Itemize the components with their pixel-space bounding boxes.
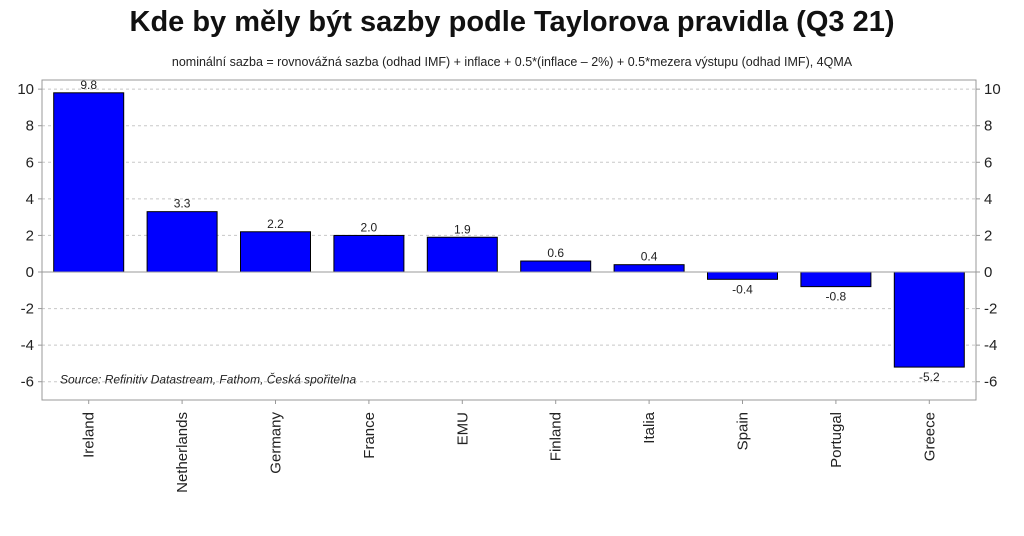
y-tick-label-right: 6	[984, 154, 992, 171]
y-tick-label-right: 4	[984, 191, 992, 208]
data-label: 9.8	[80, 78, 97, 92]
x-category-label: Ireland	[81, 412, 98, 458]
y-axis-right: 10 8 6 4 2 0 -2 -4 -6	[976, 81, 1001, 391]
y-tick-label-right: -4	[984, 337, 997, 354]
y-tick-label-right: 8	[984, 118, 992, 135]
data-labels: 9.8 3.3 2.2 2.0 1.9 0.6 0.4 -0.4 -0.8 -5.2	[80, 78, 940, 384]
chart-title: Kde by měly být sazby podle Taylorova pr…	[129, 6, 895, 38]
bar-ireland	[53, 92, 125, 273]
data-label: 2.2	[267, 217, 284, 231]
bar-france	[333, 234, 405, 273]
y-tick-label-left: 2	[26, 227, 34, 244]
y-tick-label-left: -2	[21, 301, 34, 318]
y-tick-label-right: 10	[984, 81, 1001, 98]
x-category-label: Spain	[735, 412, 752, 450]
data-label: 1.9	[454, 222, 471, 236]
bar-emu	[426, 236, 498, 273]
y-tick-label-right: -2	[984, 301, 997, 318]
x-axis-categories: Ireland Netherlands Germany France EMU Finlan…	[81, 400, 938, 493]
y-tick-label-left: -4	[21, 337, 34, 354]
x-category-label: Germany	[268, 412, 285, 474]
y-tick-label-left: 8	[26, 118, 34, 135]
x-category-label: France	[361, 412, 378, 459]
x-category-label: EMU	[454, 412, 471, 445]
data-label: -0.8	[826, 290, 847, 304]
bar-portugal	[800, 271, 872, 288]
x-category-label: Italia	[641, 411, 658, 443]
y-axis-left: 10 8 6 4 2 0 -2 -4 -6	[17, 81, 42, 391]
x-category-label: Portugal	[828, 412, 845, 468]
y-tick-label-left: 0	[26, 264, 34, 281]
bar-spain	[707, 271, 778, 280]
bar-netherlands	[146, 211, 218, 273]
data-label: -0.4	[732, 282, 753, 296]
data-label: 3.3	[174, 197, 191, 211]
y-tick-label-left: 10	[17, 81, 34, 98]
y-tick-label-right: -6	[984, 374, 997, 391]
bar-italia	[613, 264, 685, 273]
y-tick-label-left: 4	[26, 191, 34, 208]
data-label: 2.0	[361, 220, 378, 234]
plot-area	[41, 79, 977, 401]
source-note: Source: Refinitiv Datastream, Fathom, Če…	[60, 372, 356, 387]
data-label: 0.6	[547, 246, 564, 260]
bar-germany	[240, 231, 311, 273]
x-category-label: Netherlands	[174, 412, 191, 493]
data-label: -5.2	[919, 370, 940, 384]
y-tick-label-right: 0	[984, 264, 992, 281]
y-tick-label-right: 2	[984, 227, 992, 244]
chart-subtitle: nominální sazba = rovnovážná sazba (odha…	[171, 55, 853, 69]
bar-greece	[893, 271, 965, 368]
x-category-label: Finland	[548, 412, 565, 461]
y-tick-label-left: -6	[21, 374, 34, 391]
data-label: 0.4	[641, 250, 658, 264]
bar-finland	[520, 260, 592, 273]
y-tick-label-left: 6	[26, 154, 34, 171]
x-category-label: Greece	[921, 412, 938, 461]
bars	[53, 92, 965, 368]
